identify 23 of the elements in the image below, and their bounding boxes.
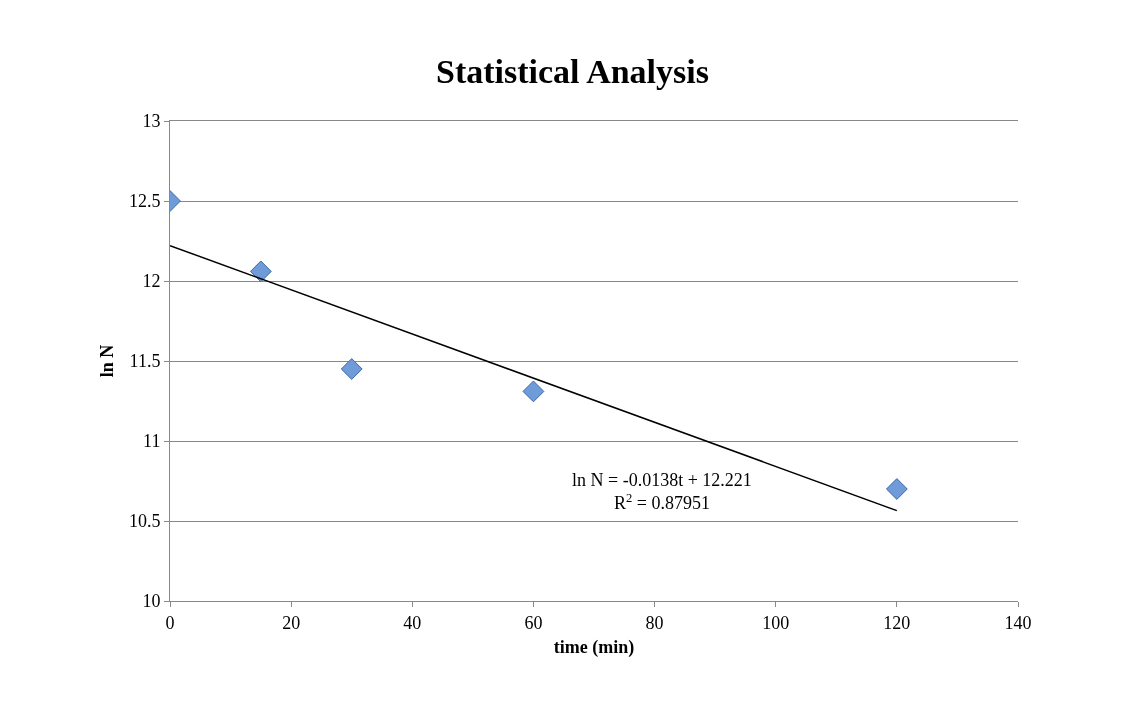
point xyxy=(885,478,908,500)
y-tick-label: 10.5 xyxy=(128,511,161,532)
x-tick-label: 140 xyxy=(1004,612,1032,633)
x-tick-label: 40 xyxy=(403,612,422,633)
y-tick-label: 11.5 xyxy=(129,351,161,372)
x-tick-label: 80 xyxy=(645,612,664,633)
x-tick-label: 120 xyxy=(883,612,911,633)
y-tick-label: 13 xyxy=(142,111,161,132)
y-tick-label: 11 xyxy=(143,431,161,452)
point xyxy=(249,260,272,283)
point xyxy=(522,380,545,403)
x-tick-label: 0 xyxy=(165,612,175,633)
annotation: ln N = -0.0138t + 12.221 R$^{2}$ = 0.87951 xyxy=(572,470,752,514)
point xyxy=(340,358,363,380)
chart-title: Statistical Analysis xyxy=(436,53,709,91)
x-tick-label: 100 xyxy=(762,612,790,633)
x-axis-title: time (min) xyxy=(553,636,635,658)
x-tick-label: 20 xyxy=(282,612,301,633)
y-axis-title: ln N xyxy=(97,344,118,378)
x-tick-label: 60 xyxy=(524,612,543,633)
y-tick-label: 12 xyxy=(142,271,161,292)
y-tick-label: 10 xyxy=(142,591,161,612)
y-tick-label: 12.5 xyxy=(128,191,161,212)
